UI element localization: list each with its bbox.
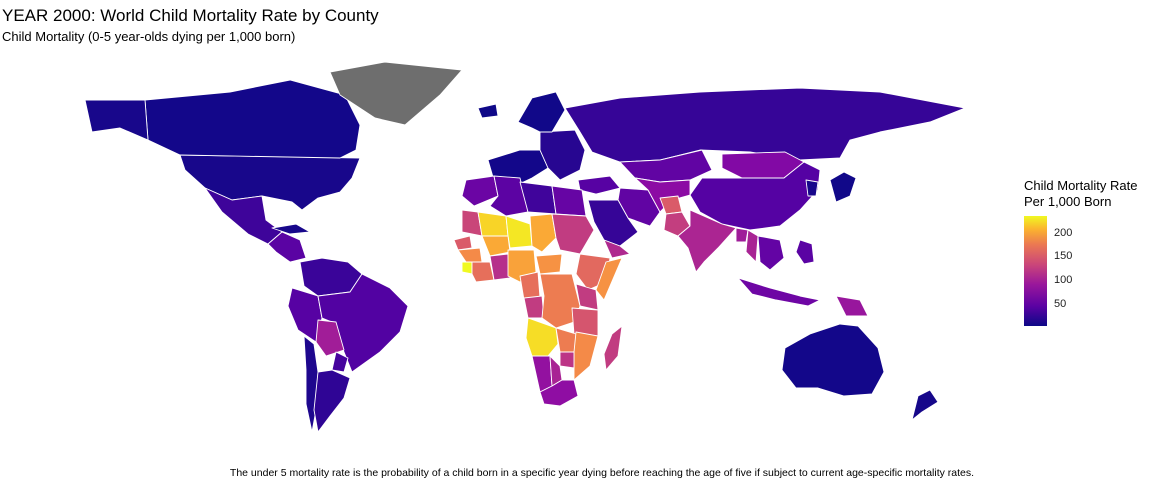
region-brazil bbox=[317, 273, 409, 373]
chart-title: YEAR 2000: World Child Mortality Rate by… bbox=[2, 6, 379, 25]
region-canada bbox=[144, 79, 361, 159]
region-new-zealand bbox=[911, 389, 939, 421]
region-papua-new-guinea bbox=[835, 295, 869, 317]
legend-label-150: 150 bbox=[1054, 250, 1073, 263]
legend-label-200: 200 bbox=[1054, 226, 1073, 239]
region-namibia bbox=[531, 355, 553, 393]
chart-subtitle: Child Mortality (0-5 year-olds dying per… bbox=[2, 29, 296, 44]
region-russia bbox=[564, 87, 966, 163]
region-egypt bbox=[551, 185, 587, 217]
region-indonesia bbox=[737, 277, 821, 307]
legend-title: Child Mortality Rate Per 1,000 Born bbox=[1024, 178, 1149, 210]
region-somalia bbox=[595, 257, 623, 301]
region-central-asia bbox=[634, 177, 691, 213]
region-paraguay bbox=[331, 351, 349, 373]
region-sierra-leone bbox=[461, 261, 473, 275]
region-chad bbox=[529, 213, 557, 253]
legend-tick-200 bbox=[1047, 232, 1051, 234]
region-greenland bbox=[329, 61, 463, 126]
legend-body: 200 150 100 50 bbox=[1024, 216, 1149, 326]
region-bolivia bbox=[315, 319, 345, 357]
region-cuba bbox=[271, 223, 311, 235]
region-southeast-asia bbox=[757, 235, 785, 271]
region-mozambique bbox=[573, 331, 599, 381]
region-burkina-faso bbox=[481, 235, 511, 257]
region-niger bbox=[505, 215, 533, 249]
region-zimbabwe bbox=[559, 351, 575, 369]
chart-caption: The under 5 mortality rate is the probab… bbox=[229, 467, 975, 479]
region-korea bbox=[805, 179, 819, 197]
region-gabon-congo bbox=[523, 295, 545, 319]
region-liberia-ivory-coast bbox=[471, 261, 495, 283]
region-iceland bbox=[477, 103, 499, 119]
region-senegal-gambia bbox=[453, 235, 473, 251]
region-turkey bbox=[577, 175, 621, 195]
region-myanmar bbox=[745, 229, 759, 263]
region-yemen bbox=[603, 239, 631, 259]
legend-label-50: 50 bbox=[1054, 297, 1067, 310]
region-south-africa bbox=[539, 379, 579, 407]
region-cameroon bbox=[519, 271, 541, 301]
legend-tick-150 bbox=[1047, 256, 1051, 258]
region-india bbox=[677, 209, 737, 273]
region-central-america bbox=[267, 231, 307, 263]
region-saudi-arabia bbox=[587, 199, 639, 247]
region-eastern-europe bbox=[539, 129, 586, 181]
region-dr-congo bbox=[539, 273, 581, 329]
region-australia bbox=[781, 323, 885, 397]
region-alaska bbox=[84, 99, 149, 141]
region-japan bbox=[829, 171, 857, 203]
region-afghanistan bbox=[659, 195, 683, 215]
region-philippines bbox=[795, 239, 815, 265]
region-bangladesh bbox=[735, 227, 749, 243]
region-argentina bbox=[313, 369, 351, 433]
region-madagascar bbox=[603, 325, 623, 371]
region-scandinavia bbox=[517, 91, 566, 133]
region-central-african-republic bbox=[535, 253, 563, 275]
region-usa bbox=[179, 154, 361, 211]
legend-title-line1: Child Mortality Rate bbox=[1024, 178, 1138, 193]
region-china bbox=[689, 161, 821, 231]
legend-colorbar bbox=[1024, 216, 1047, 326]
region-ghana bbox=[489, 253, 511, 281]
region-morocco bbox=[461, 175, 499, 207]
legend-tick-100 bbox=[1047, 280, 1051, 281]
legend-title-line2: Per 1,000 Born bbox=[1024, 194, 1112, 209]
legend: Child Mortality Rate Per 1,000 Born 200 1… bbox=[1024, 178, 1149, 326]
world-map bbox=[84, 61, 966, 433]
region-sudan bbox=[551, 213, 595, 255]
legend-label-100: 100 bbox=[1054, 274, 1073, 286]
region-guinea bbox=[457, 247, 483, 263]
legend-tick-50 bbox=[1047, 303, 1051, 305]
